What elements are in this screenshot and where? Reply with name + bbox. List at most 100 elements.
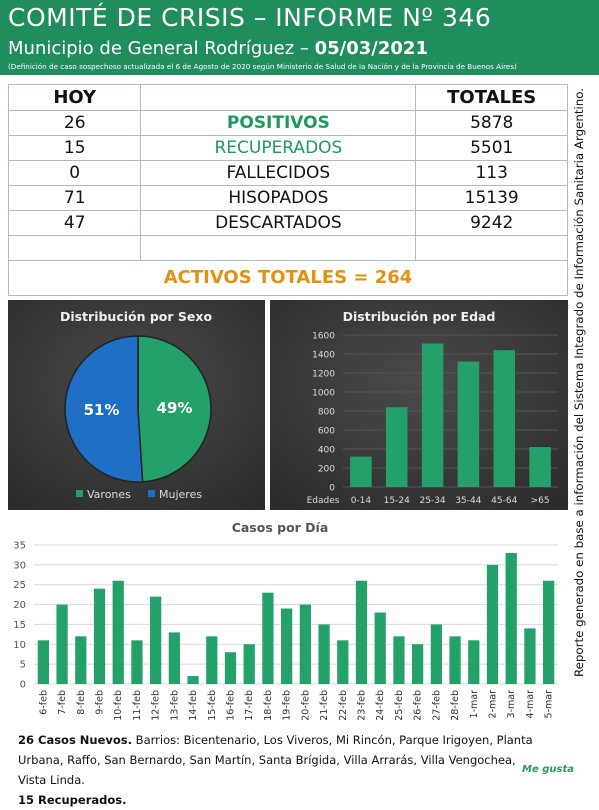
subtitle-text: Municipio de General Rodríguez –	[8, 38, 315, 59]
bar	[430, 624, 442, 684]
y-tick-label: 1600	[312, 332, 335, 342]
x-tick-label: 28-feb	[450, 690, 461, 721]
footer-row: ACTIVOS TOTALES = 264	[8, 260, 568, 296]
bar	[168, 632, 180, 684]
legend-swatch	[148, 490, 155, 497]
table-cell: 71	[7, 185, 142, 211]
y-tick-label: 0	[329, 484, 335, 494]
x-tick-label: 15-24	[384, 496, 410, 506]
header-cell: TOTALES	[415, 84, 568, 111]
header-cell: HOY	[7, 84, 142, 111]
x-tick-label: 1-mar	[469, 690, 480, 719]
x-tick-label: 10-feb	[113, 690, 124, 721]
bar	[524, 628, 536, 684]
table-cell: 5878	[415, 110, 568, 136]
table-cell: 0	[7, 160, 142, 186]
table-cell	[7, 235, 142, 261]
header-row: HOY TOTALES	[7, 84, 568, 111]
bar	[37, 640, 49, 684]
header-cell	[140, 84, 417, 111]
title: COMITÉ DE CRISIS – INFORME Nº 346	[8, 3, 492, 32]
x-tick-label: 23-feb	[357, 690, 368, 721]
x-tick-label: 24-feb	[375, 690, 386, 721]
table-cell: 15139	[415, 185, 568, 211]
bar	[75, 636, 87, 684]
y-tick-label: 5	[20, 660, 26, 671]
bar	[150, 596, 162, 684]
bar	[493, 350, 515, 487]
bar	[505, 552, 517, 684]
chart-title: Distribución por Sexo	[60, 309, 212, 324]
y-tick-label: 1400	[312, 351, 335, 361]
x-tick-label: 4-mar	[525, 690, 536, 719]
x-tick-label: 19-feb	[282, 690, 293, 721]
bar	[56, 604, 68, 684]
x-tick-label: 17-feb	[244, 690, 255, 721]
x-tick-label: 15-feb	[207, 690, 218, 721]
y-tick-label: 600	[318, 427, 335, 437]
table-cell: POSITIVOS	[140, 110, 417, 136]
chart-title: Distribución por Edad	[343, 309, 496, 324]
bar	[131, 640, 143, 684]
footer: 26 Casos Nuevos. Barrios: Bicentenario, …	[18, 730, 538, 810]
legend-label: Varones	[87, 488, 131, 501]
slice-label: 49%	[157, 399, 193, 417]
bar	[393, 636, 405, 684]
table-cell: RECUPERADOS	[140, 135, 417, 161]
table-cell: 15	[7, 135, 142, 161]
x-tick-label: 21-feb	[319, 690, 330, 721]
table-cell: 9242	[415, 210, 568, 236]
age-chart: Distribución por Edad 0 200 400 600 800 1000 12…	[270, 300, 568, 510]
bar	[543, 580, 555, 684]
y-tick-label: 30	[13, 560, 26, 571]
x-tick-label: 16-feb	[226, 690, 237, 721]
y-tick-label: 0	[20, 680, 26, 691]
y-tick-label: 200	[318, 465, 335, 475]
logo: Me gusta	[522, 764, 574, 775]
table-footer: ACTIVOS TOTALES = 264	[8, 260, 568, 296]
table-row: 71 HISOPADOS 15139	[7, 185, 568, 211]
x-tick-label: 18-feb	[263, 690, 274, 721]
header: COMITÉ DE CRISIS – INFORME Nº 346 Munici…	[0, 0, 599, 75]
x-tick-label: 6-feb	[38, 690, 49, 715]
table-cell	[140, 235, 417, 261]
pie-slice	[137, 335, 212, 483]
legend-swatch	[76, 490, 83, 497]
x-tick-label: 13-feb	[169, 690, 180, 721]
x-tick-label: 0-14	[351, 496, 372, 506]
table-cell: DESCARTADOS	[140, 210, 417, 236]
table-row: 26 POSITIVOS 5878	[7, 110, 568, 136]
x-tick-label: 35-44	[455, 496, 481, 506]
bar	[355, 580, 368, 684]
x-tick-label: 3-mar	[506, 690, 517, 719]
x-tick-label: 9-feb	[95, 690, 106, 715]
slice-label: 51%	[84, 401, 120, 419]
y-tick-label: 1000	[312, 389, 335, 399]
bar	[318, 624, 330, 684]
pie-slice	[64, 335, 144, 483]
x-tick-label: 25-34	[420, 496, 446, 506]
table-cell: 5501	[415, 135, 568, 161]
y-tick-label: 35	[13, 541, 26, 552]
daily-chart: Casos por Día 0 5 10 15 20 25 30 35 6-feb 7-feb 8-f…	[13, 520, 558, 721]
y-tick-label: 1200	[312, 370, 335, 380]
bar	[412, 644, 424, 684]
recovered: 15 Recuperados.	[18, 793, 127, 807]
summary-table: HOY TOTALES 26 POSITIVOS 5878 15 RECUPERADOS 55…	[7, 84, 568, 296]
x-tick-label: 25-feb	[394, 690, 405, 721]
side-note: Reporte generado en base a información d…	[572, 88, 586, 677]
bar	[468, 640, 480, 684]
bar	[386, 407, 408, 487]
bar	[529, 447, 551, 487]
x-tick-label: 7-feb	[57, 690, 68, 715]
table-row: 0 FALLECIDOS 113	[7, 160, 568, 186]
y-tick-label: 10	[13, 640, 26, 651]
x-tick-label: 26-feb	[413, 690, 424, 721]
bar	[206, 636, 218, 684]
empty-row	[7, 235, 568, 261]
x-tick-label: >65	[531, 496, 550, 506]
legend-label: Mujeres	[159, 488, 202, 501]
table-cell: 26	[7, 110, 142, 136]
bar	[243, 644, 255, 684]
